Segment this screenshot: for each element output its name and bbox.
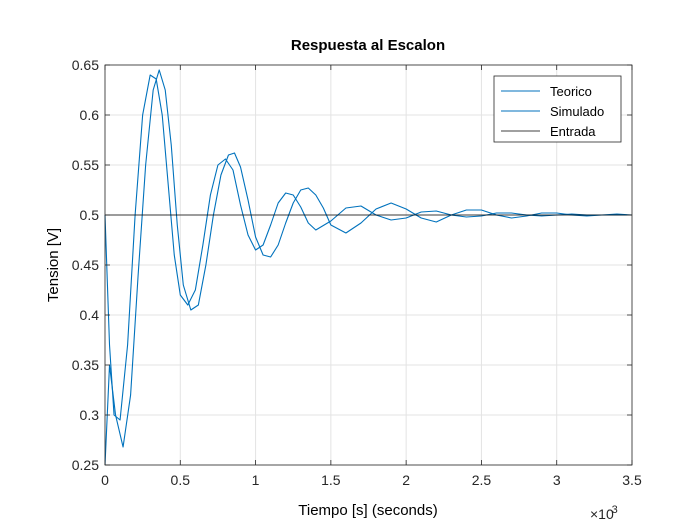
- x-tick-label: 1.5: [321, 472, 341, 488]
- series-line-teorico: [104, 74, 632, 421]
- legend: Teorico Simulado Entrada: [493, 75, 622, 143]
- legend-label-simulado: Simulado: [550, 104, 604, 119]
- legend-label-teorico: Teorico: [550, 84, 592, 99]
- y-tick-label: 0.5: [80, 207, 100, 223]
- x-tick-label: 3.5: [622, 472, 642, 488]
- chart-title: Respuesta al Escalon: [291, 37, 445, 54]
- x-exponent-base: ×10: [590, 506, 614, 522]
- x-tick-label: 0.5: [171, 472, 191, 488]
- y-axis-label: Tension [V]: [45, 228, 62, 302]
- x-tick-label: 3: [553, 472, 561, 488]
- legend-items: Teorico Simulado Entrada: [501, 84, 604, 139]
- y-tick-label: 0.65: [72, 57, 99, 73]
- y-tick-label: 0.25: [72, 457, 99, 473]
- x-tick-label: 2: [402, 472, 410, 488]
- y-tick-label: 0.55: [72, 157, 99, 173]
- x-exponent-power: -3: [608, 504, 618, 516]
- x-axis-label: Tiempo [s] (seconds): [298, 502, 438, 519]
- ticks: [104, 64, 633, 466]
- x-tick-label: 0: [101, 472, 109, 488]
- x-tick-label: 2.5: [472, 472, 492, 488]
- series-group: [104, 69, 633, 466]
- tick-labels: 0 0.5 1 1.5 2 2.5 3 3.5 0.25 0.3 0.35 0.4 0.45 0.5 0.5…: [72, 57, 642, 488]
- y-tick-label: 0.35: [72, 357, 99, 373]
- y-tick-label: 0.3: [80, 407, 100, 423]
- series-line-simulado: [104, 69, 633, 466]
- legend-label-entrada: Entrada: [550, 124, 596, 139]
- y-tick-label: 0.45: [72, 257, 99, 273]
- y-tick-label: 0.4: [80, 307, 100, 323]
- x-tick-label: 1: [252, 472, 260, 488]
- y-tick-label: 0.6: [80, 107, 100, 123]
